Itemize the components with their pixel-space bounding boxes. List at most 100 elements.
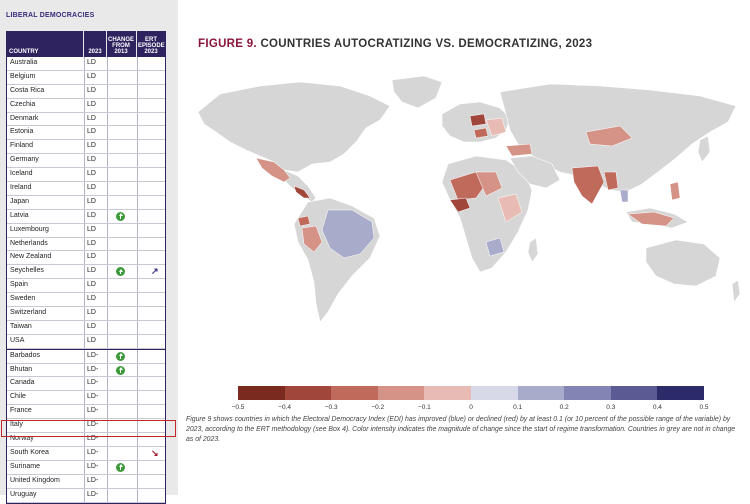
- column-divider: [107, 279, 108, 293]
- country-name: Netherlands: [10, 239, 48, 247]
- table-row: Canada LD-: [7, 377, 165, 392]
- column-divider: [137, 195, 138, 209]
- table-row: Iceland LD: [7, 168, 165, 183]
- india-region: [571, 165, 605, 205]
- regime-status: LD: [87, 336, 96, 344]
- regime-status: LD-: [87, 435, 99, 443]
- column-divider: [84, 98, 85, 112]
- regime-status: LD-: [87, 462, 99, 470]
- column-divider: [84, 363, 85, 377]
- regime-status: LD: [87, 170, 96, 178]
- column-divider: [107, 307, 108, 320]
- legend-tick-label: 0.1: [513, 404, 523, 411]
- new-zealand: [731, 279, 741, 303]
- column-divider: [137, 488, 138, 502]
- column-divider: [84, 223, 85, 237]
- column-divider: [84, 307, 85, 320]
- table-row: New Zealand LD: [7, 251, 165, 266]
- figure-caption: Figure 9 shows countries in which the El…: [186, 416, 736, 443]
- column-divider: [107, 460, 108, 474]
- regime-status: LD-: [87, 448, 99, 456]
- column-divider: [84, 488, 85, 502]
- australia: [645, 239, 721, 287]
- southern-africa-region: [485, 237, 505, 257]
- indonesia-region: [627, 211, 675, 227]
- legend-tick-label: 0.3: [606, 404, 616, 411]
- north-america: [197, 81, 391, 173]
- table-row: Czechia LD: [7, 98, 165, 113]
- legend-swatch: [610, 386, 658, 400]
- country-name: Chile: [10, 393, 26, 401]
- column-divider: [107, 84, 108, 98]
- table-row: Seychelles LD ↗: [7, 265, 165, 280]
- legend-swatch: [564, 386, 611, 400]
- column-divider: [137, 377, 138, 391]
- column-divider: [137, 307, 138, 320]
- table-row: Taiwan LD: [7, 320, 165, 335]
- regime-status: LD: [87, 253, 96, 261]
- column-divider: [137, 140, 138, 154]
- regime-status: LD: [87, 128, 96, 136]
- column-divider: [137, 70, 138, 84]
- country-name: United Kingdom: [10, 476, 60, 484]
- header-ert: ERT EPISODE 2023: [138, 37, 165, 55]
- country-name: Sweden: [10, 295, 36, 303]
- country-name: Norway: [10, 435, 34, 443]
- column-divider: [84, 433, 85, 446]
- country-name: Australia: [10, 59, 38, 66]
- column-divider: [84, 209, 85, 223]
- country-name: France: [10, 407, 32, 415]
- column-divider: [107, 405, 108, 419]
- header-divider: [83, 31, 84, 57]
- country-name: Czechia: [10, 100, 36, 108]
- column-divider: [137, 433, 138, 446]
- column-divider: [107, 488, 108, 502]
- column-divider: [137, 391, 138, 405]
- table-row: Suriname LD-: [7, 460, 165, 475]
- column-divider: [84, 112, 85, 126]
- column-divider: [137, 126, 138, 140]
- column-divider: [137, 349, 138, 363]
- country-name: Canada: [10, 379, 35, 387]
- column-divider: [107, 112, 108, 126]
- regime-status: LD: [87, 86, 96, 94]
- column-divider: [137, 84, 138, 98]
- column-divider: [107, 126, 108, 140]
- column-divider: [137, 251, 138, 265]
- table-header: COUNTRY 2023 CHANGE FROM 2013 ERT EPISOD…: [6, 31, 166, 57]
- column-divider: [107, 334, 108, 348]
- country-name: Suriname: [10, 462, 40, 470]
- regime-status: LD: [87, 281, 96, 289]
- panel-inner: LIBERAL DEMOCRACIES COUNTRY 2023 CHANGE …: [6, 6, 166, 504]
- regime-status: LD: [87, 225, 96, 233]
- regime-status: LD: [87, 309, 96, 317]
- legend-swatch: [331, 386, 378, 400]
- table-row: France LD-: [7, 405, 165, 420]
- legend-swatch: [238, 386, 285, 400]
- column-divider: [84, 237, 85, 251]
- column-divider: [107, 168, 108, 182]
- column-divider: [107, 98, 108, 112]
- column-divider: [137, 419, 138, 433]
- header-divider: [106, 31, 107, 57]
- column-divider: [84, 57, 85, 70]
- figure-title-text: COUNTRIES AUTOCRATIZING VS. DEMOCRATIZIN…: [260, 38, 593, 50]
- table-row: Finland LD: [7, 140, 165, 155]
- table-row: Belgium LD: [7, 70, 165, 85]
- eastern-europe-region: [485, 117, 507, 137]
- column-divider: [84, 460, 85, 474]
- brazil-region: [321, 209, 375, 259]
- column-divider: [84, 446, 85, 460]
- country-name: Estonia: [10, 128, 34, 136]
- country-name: Switzerland: [10, 309, 47, 317]
- column-divider: [84, 70, 85, 84]
- table-row: Estonia LD: [7, 126, 165, 141]
- central-asia-region: [585, 125, 633, 147]
- column-divider: [137, 98, 138, 112]
- peru-region: [301, 225, 323, 253]
- column-divider: [137, 334, 138, 348]
- regime-status: LD: [87, 184, 96, 192]
- regime-status: LD-: [87, 421, 99, 429]
- column-divider: [84, 279, 85, 293]
- table-row: Switzerland LD: [7, 307, 165, 321]
